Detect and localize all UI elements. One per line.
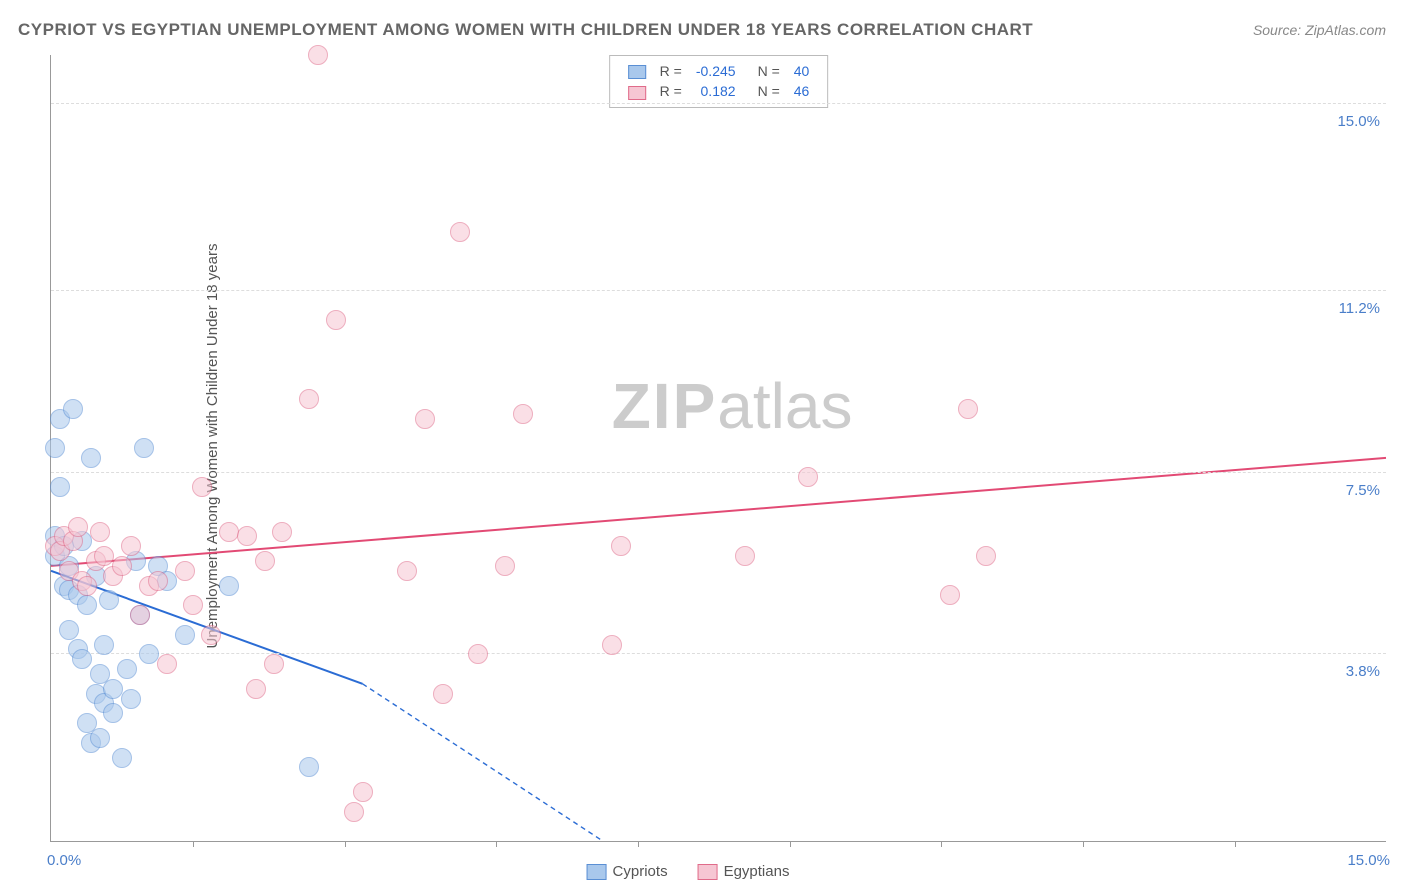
- gridline: [51, 653, 1386, 654]
- x-tick: [941, 841, 942, 847]
- data-point: [94, 635, 114, 655]
- legend-item: Egyptians: [698, 863, 790, 880]
- x-tick: [345, 841, 346, 847]
- data-point: [219, 576, 239, 596]
- legend-stats: R =-0.245N =40R =0.182N =46: [609, 55, 829, 108]
- data-point: [299, 757, 319, 777]
- legend-item: Cypriots: [587, 863, 668, 880]
- data-point: [175, 625, 195, 645]
- data-point: [77, 576, 97, 596]
- data-point: [175, 561, 195, 581]
- y-tick-label: 15.0%: [1337, 113, 1380, 130]
- legend-series: Cypriots Egyptians: [587, 863, 820, 880]
- y-tick-label: 7.5%: [1346, 482, 1380, 499]
- data-point: [415, 409, 435, 429]
- x-tick-label: 15.0%: [1347, 852, 1390, 869]
- data-point: [798, 467, 818, 487]
- gridline: [51, 290, 1386, 291]
- x-tick: [1235, 841, 1236, 847]
- data-point: [183, 595, 203, 615]
- data-point: [103, 703, 123, 723]
- data-point: [68, 517, 88, 537]
- data-point: [59, 620, 79, 640]
- data-point: [264, 654, 284, 674]
- data-point: [117, 659, 137, 679]
- x-tick: [193, 841, 194, 847]
- data-point: [99, 590, 119, 610]
- data-point: [976, 546, 996, 566]
- data-point: [246, 679, 266, 699]
- data-point: [112, 748, 132, 768]
- data-point: [112, 556, 132, 576]
- data-point: [513, 404, 533, 424]
- data-point: [121, 536, 141, 556]
- data-point: [353, 782, 373, 802]
- data-point: [90, 522, 110, 542]
- data-point: [468, 644, 488, 664]
- data-point: [272, 522, 292, 542]
- data-point: [326, 310, 346, 330]
- x-tick: [638, 841, 639, 847]
- data-point: [77, 595, 97, 615]
- data-point: [192, 477, 212, 497]
- data-point: [735, 546, 755, 566]
- data-point: [121, 689, 141, 709]
- y-tick-label: 11.2%: [1339, 300, 1380, 317]
- x-tick: [496, 841, 497, 847]
- data-point: [495, 556, 515, 576]
- plot-area: ZIPatlas R =-0.245N =40R =0.182N =46 3.8…: [50, 55, 1386, 842]
- gridline: [51, 472, 1386, 473]
- data-point: [134, 438, 154, 458]
- data-point: [157, 654, 177, 674]
- y-tick-label: 3.8%: [1346, 663, 1380, 680]
- data-point: [90, 728, 110, 748]
- data-point: [299, 389, 319, 409]
- data-point: [237, 526, 257, 546]
- data-point: [433, 684, 453, 704]
- data-point: [450, 222, 470, 242]
- data-point: [201, 625, 221, 645]
- source-label: Source: ZipAtlas.com: [1253, 22, 1386, 38]
- data-point: [130, 605, 150, 625]
- data-point: [81, 448, 101, 468]
- data-point: [50, 477, 70, 497]
- data-point: [72, 649, 92, 669]
- data-point: [940, 585, 960, 605]
- data-point: [602, 635, 622, 655]
- data-point: [148, 571, 168, 591]
- data-point: [219, 522, 239, 542]
- data-point: [255, 551, 275, 571]
- data-point: [63, 399, 83, 419]
- chart-title: CYPRIOT VS EGYPTIAN UNEMPLOYMENT AMONG W…: [18, 20, 1033, 40]
- x-tick: [790, 841, 791, 847]
- data-point: [397, 561, 417, 581]
- data-point: [958, 399, 978, 419]
- gridline: [51, 103, 1386, 104]
- x-tick-label: 0.0%: [47, 852, 81, 869]
- x-tick: [1083, 841, 1084, 847]
- data-point: [308, 45, 328, 65]
- data-point: [611, 536, 631, 556]
- data-point: [45, 438, 65, 458]
- trend-lines: [51, 55, 1386, 841]
- data-point: [344, 802, 364, 822]
